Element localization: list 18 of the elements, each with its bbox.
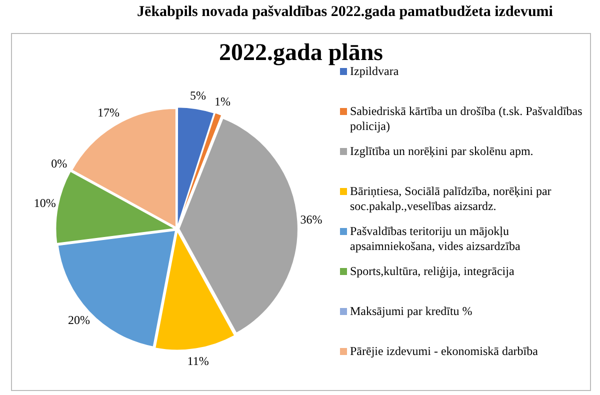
data-label: 5% — [190, 88, 206, 102]
legend-label: Izpildvara — [350, 64, 399, 79]
data-label: 17% — [98, 105, 120, 120]
data-label: 11% — [187, 354, 209, 368]
legend-label: Bāriņtiesa, Sociālā palīdzība, norēķini par soc.pakalp.,veselības aizsardz. — [350, 184, 552, 214]
data-label: 36% — [300, 212, 322, 227]
legend-label: Sabiedriskā kārtība un drošība (t.sk. Pašvaldības policija) — [350, 104, 584, 134]
legend-label: Pašvaldības teritoriju un mājokļu apsaimniekošana, vides aizsardzība — [350, 224, 522, 254]
chart-title: Jēkabpils novada pašvaldības 2022.gada pamatbudžeta izdevumi — [136, 4, 554, 21]
text: 0% — [51, 156, 68, 170]
data-label: 10% — [34, 196, 56, 210]
legend-label: Maksājumi par kredītu % — [350, 304, 472, 319]
chart-subtitle: 2022.gada plāns — [218, 40, 384, 66]
legend-label: Pārējie izdevumi - ekonomiskā darbība — [350, 344, 538, 359]
legend-label: Izglītība un norēķini par skolēnu apm. — [350, 144, 534, 159]
data-label: 1% — [214, 94, 231, 109]
legend-label: Sports,kultūra, reliģija, integrācija — [350, 264, 514, 279]
data-label: 20% — [68, 313, 90, 328]
